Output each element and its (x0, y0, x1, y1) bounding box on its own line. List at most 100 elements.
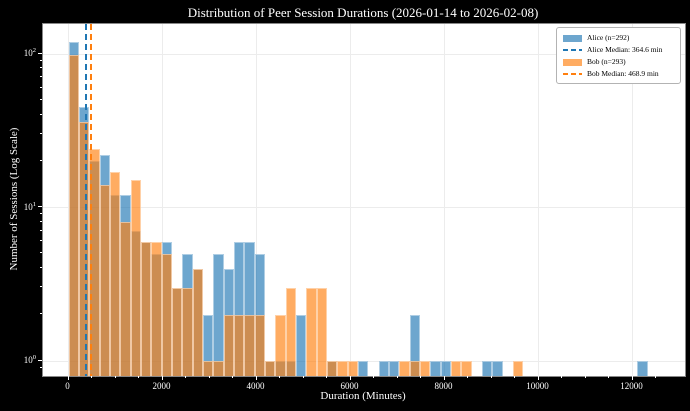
y-axis-minor-tick (40, 240, 42, 242)
gridline-vertical (444, 24, 445, 376)
histogram-bar-bob (461, 361, 472, 376)
y-axis-label: Number of Sessions (Log Scale) (8, 127, 20, 271)
x-axis-minor-tick (279, 376, 280, 378)
x-axis-minor-tick (91, 376, 92, 378)
histogram-bar-bob (171, 287, 183, 376)
histogram-bar-bob (409, 361, 421, 376)
histogram-bar-bob (233, 314, 245, 376)
y-axis-minor-tick (40, 267, 42, 269)
x-axis-tick (537, 376, 539, 380)
x-axis-tick (255, 376, 257, 380)
x-axis-minor-tick (490, 376, 492, 378)
x-axis-tick (443, 376, 445, 380)
y-axis-tick (38, 52, 42, 54)
histogram-bar-bob (275, 314, 286, 376)
legend-item-alice-median: Alice Median: 364.6 min (563, 44, 674, 56)
gridline-vertical (632, 24, 633, 376)
x-tick-label: 4000 (246, 381, 265, 391)
histogram-bar-bob (285, 287, 296, 376)
alice-patch-icon (563, 34, 582, 42)
histogram-bar-bob (264, 361, 276, 376)
legend-item-alice: Alice (n=292) (563, 32, 674, 44)
histogram-bar-alice (430, 361, 441, 376)
histogram-bar-bob (254, 314, 265, 376)
histogram-bar-bob (68, 55, 79, 376)
gridline-vertical (162, 24, 163, 376)
histogram-bar-bob (202, 361, 214, 376)
histogram-bar-alice (233, 241, 245, 376)
histogram-bar-alice (409, 314, 421, 376)
y-axis-minor-tick (40, 86, 42, 88)
gridline-vertical (350, 24, 351, 376)
x-axis-minor-tick (514, 376, 515, 378)
y-axis-minor-tick (40, 213, 42, 215)
histogram-bar-alice (378, 361, 390, 376)
x-tick-label: 2000 (152, 381, 171, 391)
histogram-bar-bob (420, 361, 431, 376)
x-axis-minor-tick (396, 376, 398, 378)
histogram-bar-bob (513, 361, 524, 376)
y-tick-label: 100 (23, 354, 36, 365)
x-axis-minor-tick (561, 376, 562, 378)
x-axis-minor-tick (302, 376, 304, 378)
x-axis-minor-tick (114, 376, 116, 378)
y-axis-minor-tick (40, 113, 42, 115)
y-axis-minor-tick (40, 286, 42, 288)
histogram-bar-bob (140, 241, 152, 376)
bob-patch-icon (563, 58, 582, 66)
alice-dashed-line-icon (563, 49, 582, 51)
y-axis-minor-tick (40, 159, 42, 161)
histogram-bar-bob (327, 361, 338, 376)
histogram-bar-bob (78, 122, 90, 376)
y-axis-minor-tick (40, 76, 42, 78)
y-axis-tick (38, 359, 42, 361)
x-axis-minor-tick (584, 376, 586, 378)
bob-dashed-line-icon (563, 73, 582, 75)
histogram-bar-bob (223, 314, 234, 376)
x-tick-label: 8000 (434, 381, 453, 391)
y-axis-tick (38, 206, 42, 207)
median-line-alice (84, 24, 87, 376)
legend: Alice (n=292) Alice Median: 364.6 min Bo… (556, 27, 681, 84)
histogram-bar-bob (451, 361, 462, 376)
x-axis-label: Duration (Minutes) (320, 390, 406, 402)
histogram-bar-alice (482, 361, 493, 376)
y-axis-minor-tick (40, 67, 42, 69)
x-axis-minor-tick (326, 376, 327, 378)
chart-title: Distribution of Peer Session Durations (… (187, 5, 539, 20)
x-axis-minor-tick (373, 376, 374, 378)
x-tick-label: 12000 (620, 381, 643, 391)
median-line-bob (89, 24, 92, 376)
legend-item-bob: Bob (n=293) (563, 56, 674, 68)
x-tick-label: 0 (65, 381, 70, 391)
histogram-bar-bob (347, 361, 358, 376)
histogram-bar-alice (295, 314, 307, 376)
histogram-bar-bob (244, 314, 255, 376)
gridline-horizontal (43, 207, 685, 208)
x-tick-label: 6000 (340, 381, 359, 391)
x-axis-minor-tick (232, 376, 233, 378)
y-axis-minor-tick (40, 132, 42, 134)
histogram-bar-alice (440, 361, 452, 376)
histogram-bar-alice (202, 314, 214, 376)
x-axis-minor-tick (420, 376, 421, 378)
x-axis-minor-tick (185, 376, 186, 378)
histogram-bar-bob (399, 361, 410, 376)
x-axis-tick (631, 376, 633, 380)
legend-item-bob-median: Bob Median: 468.9 min (563, 68, 674, 80)
x-axis-tick (67, 376, 69, 380)
y-axis-minor-tick (40, 229, 42, 231)
histogram-bar-alice (358, 361, 369, 376)
y-tick-label: 102 (23, 47, 36, 58)
y-axis-minor-tick (40, 98, 42, 100)
x-tick-label: 10000 (526, 381, 549, 391)
histogram-bar-bob (99, 185, 110, 376)
histogram-bar-alice (637, 361, 648, 376)
gridline-horizontal (43, 53, 685, 55)
histogram-bar-bob (316, 287, 327, 376)
x-axis-minor-tick (608, 376, 609, 378)
y-axis-minor-tick (40, 366, 42, 368)
histogram-bar-bob (161, 253, 172, 376)
histogram-bar-alice (389, 361, 400, 376)
